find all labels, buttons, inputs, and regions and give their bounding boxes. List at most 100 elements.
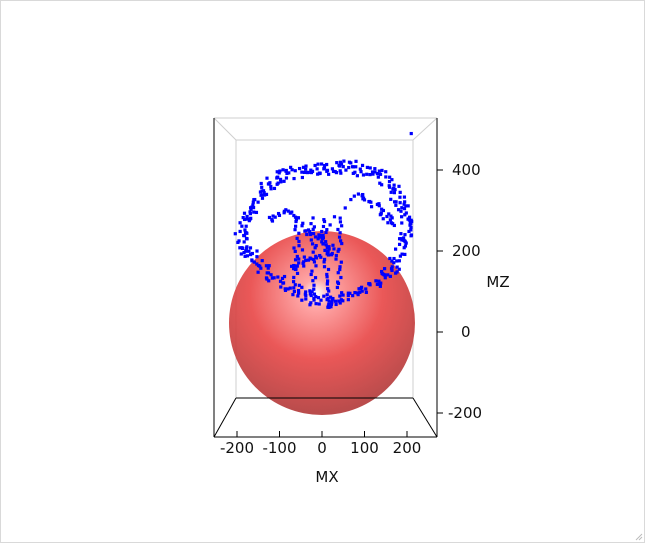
data-point <box>322 265 327 269</box>
data-point <box>293 258 298 262</box>
data-point <box>319 298 323 302</box>
data-point <box>402 207 407 211</box>
data-point <box>266 271 271 275</box>
data-point <box>336 271 340 275</box>
data-point <box>330 167 334 171</box>
data-point <box>289 264 294 268</box>
data-point <box>297 261 301 265</box>
data-point <box>286 209 290 213</box>
resize-grip-icon[interactable] <box>635 533 643 541</box>
data-point <box>387 212 391 216</box>
data-point <box>295 271 300 275</box>
data-point <box>339 275 343 280</box>
data-point <box>322 257 327 262</box>
data-point <box>261 189 266 193</box>
data-point <box>288 286 292 290</box>
data-point <box>304 164 308 168</box>
data-point <box>390 268 394 272</box>
data-point <box>294 218 299 222</box>
data-point <box>302 264 306 268</box>
data-point <box>327 289 331 293</box>
data-point <box>243 254 247 258</box>
data-point <box>279 180 283 184</box>
data-point <box>244 236 249 241</box>
data-point <box>296 288 301 293</box>
data-point <box>351 171 355 175</box>
data-point <box>322 163 327 168</box>
data-point <box>238 221 242 225</box>
data-point <box>403 200 407 204</box>
data-point <box>260 259 264 263</box>
data-point <box>392 256 396 261</box>
data-point <box>357 287 361 291</box>
data-point <box>377 169 381 173</box>
data-point <box>336 249 340 253</box>
data-point <box>396 208 401 212</box>
data-point <box>323 248 327 252</box>
data-point <box>271 214 275 218</box>
data-point <box>311 279 315 283</box>
data-point <box>320 240 324 244</box>
data-point <box>314 295 318 299</box>
data-point <box>242 250 246 255</box>
data-point <box>368 166 372 170</box>
data-point <box>276 211 281 216</box>
data-point <box>347 165 351 170</box>
data-point <box>370 170 375 174</box>
data-point <box>326 305 330 309</box>
data-point <box>309 301 313 305</box>
data-point <box>399 232 403 236</box>
data-point <box>280 276 285 281</box>
data-point <box>354 159 358 163</box>
data-point <box>284 168 288 173</box>
data-point <box>245 254 250 258</box>
data-point <box>248 246 253 250</box>
box-edge <box>213 117 237 141</box>
data-point <box>397 259 401 263</box>
data-point <box>325 293 329 297</box>
data-point <box>310 242 315 246</box>
bounding-box-front <box>213 118 438 438</box>
data-point <box>332 215 337 219</box>
data-point <box>293 283 297 287</box>
x-axis-label: MX <box>315 468 338 486</box>
data-point <box>312 287 316 291</box>
data-point <box>242 240 246 244</box>
data-point <box>409 225 413 230</box>
data-point <box>300 248 305 252</box>
data-point <box>325 282 329 286</box>
data-point <box>340 224 344 228</box>
data-point <box>324 240 328 244</box>
data-point <box>251 206 256 210</box>
data-point <box>297 283 301 287</box>
data-point <box>328 295 333 299</box>
data-point <box>312 225 316 229</box>
data-point <box>311 227 315 231</box>
data-point <box>260 185 264 189</box>
data-point <box>335 285 339 290</box>
data-point <box>362 198 367 202</box>
data-point <box>312 257 316 262</box>
data-point <box>364 290 368 294</box>
data-point <box>289 165 293 169</box>
data-point <box>334 171 339 175</box>
data-point <box>256 263 261 268</box>
data-point <box>339 171 343 175</box>
data-point <box>312 298 316 302</box>
z-tick-label: 0 <box>461 323 471 341</box>
data-point <box>321 233 325 237</box>
data-point <box>382 267 387 271</box>
data-point <box>358 167 362 171</box>
data-point <box>367 200 371 204</box>
data-point <box>297 244 301 248</box>
data-point <box>309 272 313 277</box>
data-point <box>314 254 318 258</box>
data-point <box>267 182 271 186</box>
data-point <box>270 276 274 280</box>
box-edge <box>412 117 438 141</box>
data-point <box>334 253 338 258</box>
data-point <box>327 172 331 176</box>
data-point <box>341 293 345 297</box>
data-point <box>296 294 300 298</box>
